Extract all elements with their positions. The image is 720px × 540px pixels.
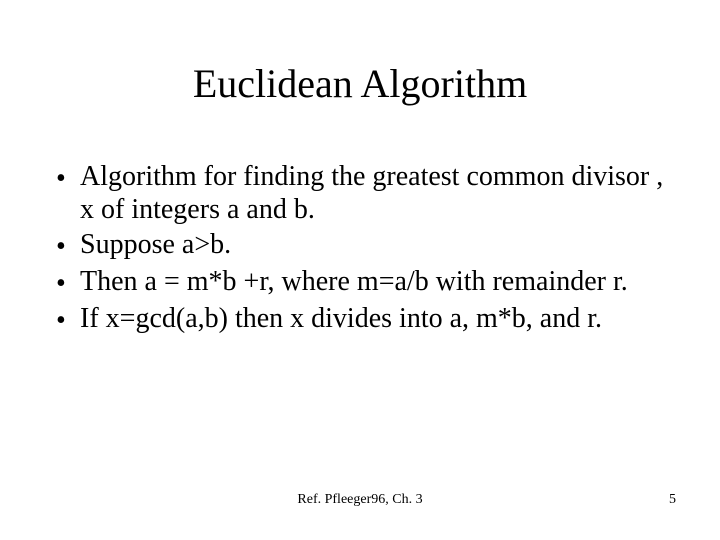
slide-number: 5: [669, 492, 676, 508]
bullet-dot-icon: •: [56, 265, 80, 300]
slide-title: Euclidean Algorithm: [0, 60, 720, 107]
bullet-dot-icon: •: [56, 228, 80, 263]
bullet-dot-icon: •: [56, 160, 80, 195]
slide: Euclidean Algorithm • Algorithm for find…: [0, 0, 720, 540]
body-text: • Algorithm for finding the greatest com…: [56, 160, 666, 339]
bullet-item: • Algorithm for finding the greatest com…: [56, 160, 666, 226]
bullet-text: Algorithm for finding the greatest commo…: [80, 160, 666, 226]
bullet-text: If x=gcd(a,b) then x divides into a, m*b…: [80, 302, 666, 335]
bullet-item: • Suppose a>b.: [56, 228, 666, 263]
bullet-text: Then a = m*b +r, where m=a/b with remain…: [80, 265, 666, 298]
bullet-item: • Then a = m*b +r, where m=a/b with rema…: [56, 265, 666, 300]
bullet-item: • If x=gcd(a,b) then x divides into a, m…: [56, 302, 666, 337]
bullet-dot-icon: •: [56, 302, 80, 337]
footer-reference: Ref. Pfleeger96, Ch. 3: [0, 492, 720, 508]
bullet-text: Suppose a>b.: [80, 228, 666, 261]
